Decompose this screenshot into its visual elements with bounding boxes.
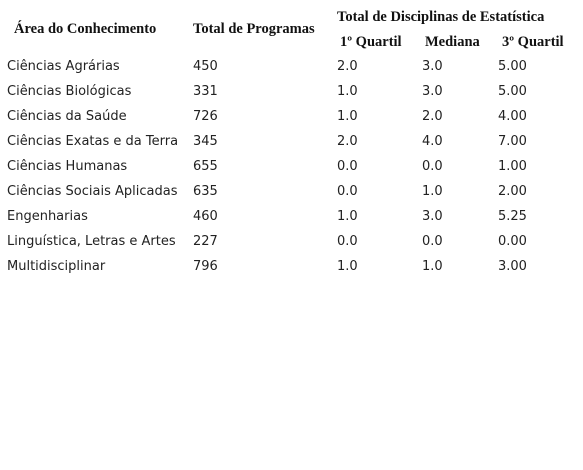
cell-total: 460 [193,209,218,224]
cell-q3: 5.00 [498,59,527,74]
cell-median: 1.0 [422,259,443,274]
cell-q1: 1.0 [337,259,358,274]
cell-q3: 7.00 [498,134,527,149]
header-q1: 1º Quartil [340,34,402,50]
header-median: Mediana [425,34,480,50]
cell-q3: 4.00 [498,109,527,124]
cell-total: 796 [193,259,218,274]
cell-q3: 3.00 [498,259,527,274]
cell-q1: 2.0 [337,59,358,74]
cell-q3: 5.00 [498,84,527,99]
cell-median: 0.0 [422,234,443,249]
cell-area: Ciências da Saúde [7,109,127,124]
cell-q1: 1.0 [337,109,358,124]
cell-median: 3.0 [422,59,443,74]
cell-area: Ciências Biológicas [7,84,132,99]
cell-area: Ciências Agrárias [7,59,120,74]
cell-area: Engenharias [7,209,88,224]
cell-q1: 0.0 [337,234,358,249]
cell-total: 635 [193,184,218,199]
cell-median: 1.0 [422,184,443,199]
cell-q1: 1.0 [337,209,358,224]
cell-median: 0.0 [422,159,443,174]
header-q3: 3º Quartil [502,34,564,50]
cell-total: 227 [193,234,218,249]
cell-q1: 1.0 [337,84,358,99]
cell-q3: 2.00 [498,184,527,199]
cell-area: Linguística, Letras e Artes [7,234,176,249]
cell-area: Ciências Sociais Aplicadas [7,184,178,199]
cell-q3: 5.25 [498,209,527,224]
header-total: Total de Programas [193,21,315,37]
header-group: Total de Disciplinas de Estatística [337,9,545,25]
cell-q1: 2.0 [337,134,358,149]
cell-median: 4.0 [422,134,443,149]
cell-median: 3.0 [422,209,443,224]
cell-area: Ciências Exatas e da Terra [7,134,179,149]
header-area: Área do Conhecimento [14,21,157,37]
cell-q1: 0.0 [337,159,358,174]
cell-total: 726 [193,109,218,124]
cell-total: 345 [193,134,218,149]
cell-q3: 0.00 [498,234,527,249]
cell-q3: 1.00 [498,159,527,174]
cell-total: 450 [193,59,218,74]
cell-total: 331 [193,84,218,99]
cell-median: 3.0 [422,84,443,99]
cell-total: 655 [193,159,218,174]
cell-median: 2.0 [422,109,443,124]
cell-q1: 0.0 [337,184,358,199]
cell-area: Ciências Humanas [7,159,128,174]
cell-area: Multidisciplinar [7,259,106,274]
